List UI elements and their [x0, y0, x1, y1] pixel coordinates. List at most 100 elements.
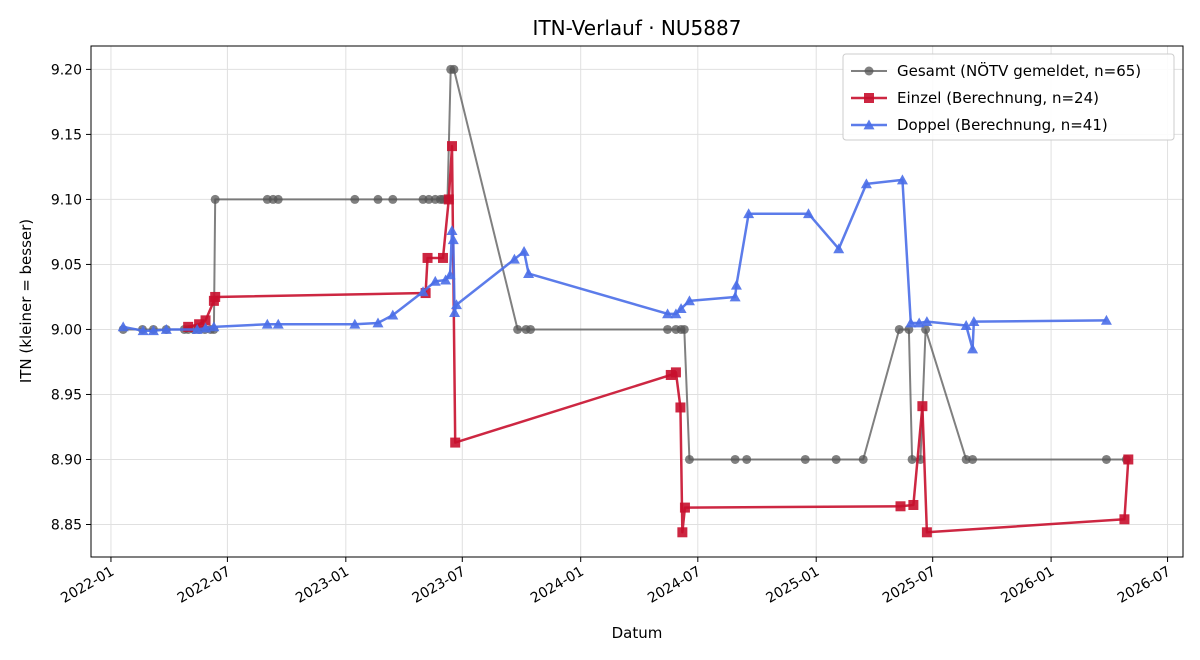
data-point	[1119, 514, 1130, 525]
data-point	[194, 319, 205, 330]
data-point	[387, 309, 399, 320]
data-point	[729, 291, 741, 302]
y-tick-label: 9.20	[51, 62, 82, 78]
data-point	[894, 324, 904, 334]
series-layer	[117, 64, 1134, 538]
data-point	[858, 454, 868, 464]
data-point	[679, 502, 690, 513]
legend-label: Gesamt (NÖTV gemeldet, n=65)	[897, 61, 1141, 80]
y-tick-label: 9.10	[51, 192, 82, 208]
x-tick-label: 2024-01	[528, 564, 587, 607]
data-point	[802, 208, 814, 219]
data-point	[670, 367, 681, 378]
data-point	[833, 243, 845, 254]
data-point	[388, 194, 398, 204]
data-point	[860, 178, 872, 189]
legend-box	[842, 53, 1175, 141]
data-point	[349, 318, 361, 329]
data-point	[523, 268, 535, 278]
chart-title: ITN-Verlauf · NU5887	[533, 16, 742, 40]
data-point	[730, 279, 742, 290]
data-point	[742, 454, 752, 464]
data-point	[372, 317, 384, 328]
y-tick-label: 9.15	[51, 127, 82, 143]
data-point	[921, 316, 933, 327]
data-point	[896, 174, 908, 185]
data-point	[683, 295, 695, 306]
data-point	[677, 527, 688, 538]
data-point	[800, 454, 810, 464]
data-point	[137, 325, 149, 336]
data-point	[147, 325, 159, 336]
data-point	[670, 308, 682, 319]
x-tick-label: 2023-01	[293, 564, 352, 607]
data-point	[200, 315, 211, 326]
y-tick-label: 9.05	[51, 257, 82, 273]
data-point	[526, 324, 536, 334]
y-tick-label: 8.85	[51, 517, 82, 533]
x-tick-label: 2026-07	[1115, 564, 1174, 607]
series-3	[117, 174, 1112, 354]
data-point	[831, 454, 841, 464]
data-point	[449, 307, 461, 317]
legend-label: Doppel (Berechnung, n=41)	[897, 116, 1108, 134]
data-point	[449, 64, 459, 74]
x-axis: 2022-01 2022-07 2023-01 2023-07 2024-01 2024-…	[58, 557, 1174, 607]
data-point	[675, 303, 687, 314]
x-tick-label: 2023-07	[410, 564, 469, 607]
data-point	[183, 321, 194, 332]
data-point	[662, 308, 674, 319]
data-point	[443, 194, 454, 205]
data-point	[913, 317, 925, 328]
legend-item: Einzel (Berechnung, n=24)	[851, 89, 1099, 107]
y-tick-label: 9.00	[51, 322, 82, 338]
x-tick-label: 2026-01	[998, 564, 1057, 607]
data-point	[730, 454, 740, 464]
data-point	[373, 194, 383, 204]
data-point	[908, 499, 919, 510]
series-line	[187, 144, 1130, 534]
data-point	[446, 141, 457, 152]
data-point	[917, 401, 928, 412]
y-axis: 8.85 8.90 8.95 9.00 9.05 9.10 9.15 9.20	[51, 62, 91, 533]
legend-marker	[864, 66, 874, 76]
legend-label: Einzel (Berechnung, n=24)	[897, 89, 1099, 107]
data-point	[261, 318, 273, 329]
data-point	[663, 324, 673, 334]
data-point	[450, 437, 461, 448]
data-point	[444, 269, 456, 280]
data-point	[1101, 454, 1111, 464]
data-point	[665, 369, 676, 380]
data-point	[273, 194, 283, 204]
data-point	[907, 454, 917, 464]
data-point	[424, 194, 434, 204]
data-point	[447, 234, 459, 245]
data-point	[960, 320, 972, 330]
data-point	[272, 318, 284, 329]
data-point	[675, 402, 686, 413]
data-point	[160, 323, 172, 334]
data-point	[440, 274, 452, 285]
series-2	[183, 141, 1134, 538]
data-point	[446, 225, 458, 236]
x-tick-label: 2022-01	[58, 564, 117, 607]
data-point	[921, 527, 932, 538]
plot-frame	[90, 45, 1184, 558]
data-point	[1123, 454, 1134, 465]
y-tick-label: 8.90	[51, 452, 82, 468]
data-point	[967, 343, 979, 354]
legend-item: Doppel (Berechnung, n=41)	[851, 116, 1108, 134]
x-tick-label: 2024-07	[645, 564, 704, 607]
data-point	[513, 324, 523, 334]
data-point	[895, 501, 906, 512]
data-point	[508, 253, 520, 264]
data-point	[200, 322, 212, 333]
legend-item: Gesamt (NÖTV gemeldet, n=65)	[851, 61, 1141, 80]
data-point	[422, 252, 433, 263]
legend-marker	[864, 93, 874, 103]
data-point	[743, 208, 755, 219]
data-point	[679, 324, 689, 334]
x-axis-label: Datum	[612, 624, 663, 642]
data-point	[429, 275, 441, 286]
